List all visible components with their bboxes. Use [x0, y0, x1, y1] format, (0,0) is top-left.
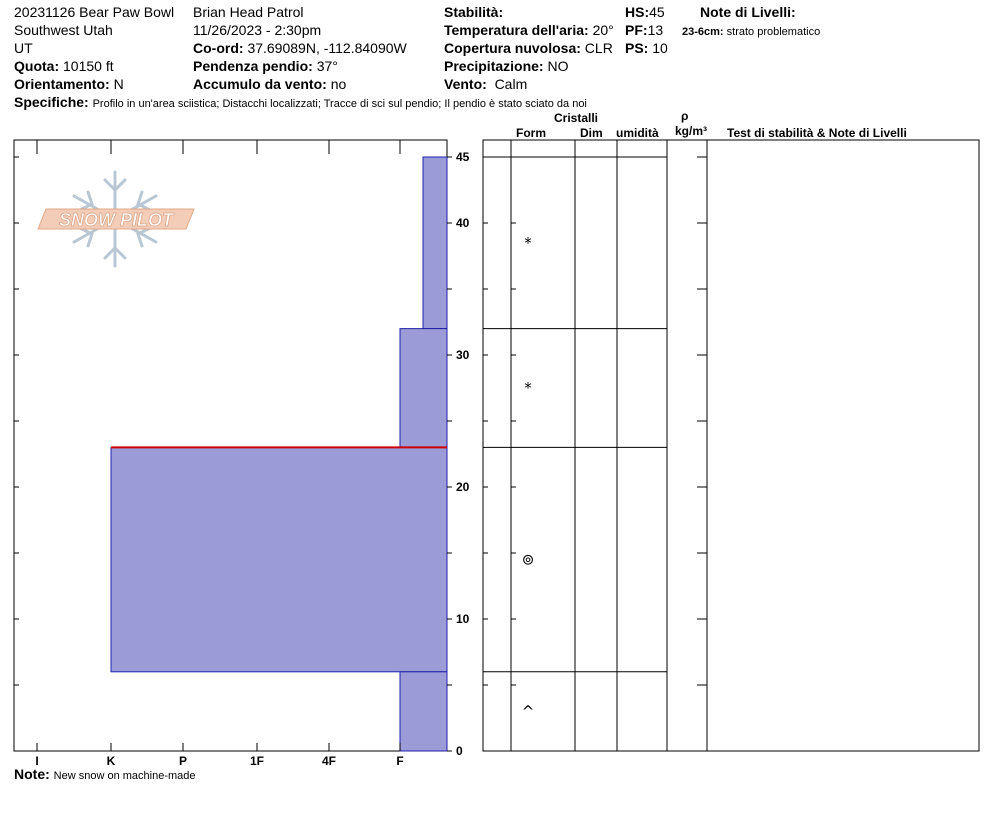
depth-tick-label: 10: [456, 612, 470, 626]
coord-label: Co-ord:: [193, 40, 244, 56]
state: UT: [14, 40, 33, 56]
air-temperature: Temperatura dell'aria: 20°: [444, 22, 614, 38]
specifics: Specifiche: Profilo in un'area sciistica…: [14, 94, 587, 112]
precip-label: Precipitazione:: [444, 58, 544, 74]
moisture-header: umidità: [616, 126, 659, 140]
layer-note: 23-6cm: strato problematico: [682, 24, 820, 40]
depth-tick-label: 30: [456, 348, 470, 362]
note-value: New snow on machine-made: [53, 770, 196, 782]
elevation-label: Quota:: [14, 58, 60, 74]
coordinates: Co-ord: 37.69089N, -112.84090W: [193, 40, 407, 56]
layer-note-text: strato problematico: [726, 26, 821, 38]
air-temp-label: Temperatura dell'aria:: [444, 22, 589, 38]
hs-label: HS:: [625, 4, 650, 20]
layer-note-depth: 23-6cm:: [682, 26, 724, 38]
snowpilot-logo: SNOW PILOT: [37, 170, 195, 268]
wind-loading-label: Accumulo da vento:: [193, 76, 327, 92]
grain-form-symbol: ^: [522, 702, 535, 720]
size-header: Dim: [580, 126, 603, 140]
slope-value: 37°: [316, 58, 338, 74]
depth-tick-label: 20: [456, 480, 470, 494]
layer-notes-label: Note di Livelli:: [700, 4, 796, 20]
precipitation: Precipitazione: NO: [444, 58, 568, 74]
hardness-tick-label: 1F: [250, 754, 264, 768]
hardness-tick-label: 4F: [322, 754, 336, 768]
pf: PF:13: [625, 22, 663, 38]
air-temp-value: 20°: [592, 22, 614, 38]
form-header: Form: [516, 126, 546, 140]
hardness-tick-label: P: [179, 754, 187, 768]
hs: HS:45: [625, 4, 665, 20]
wind: Vento: Calm: [444, 76, 527, 92]
profile-title: 20231126 Bear Paw Bowl: [14, 4, 175, 20]
hardness-tick-label: F: [396, 754, 403, 768]
stability-tests-header: Test di stabilità & Note di Livelli: [727, 126, 907, 140]
datetime: 11/26/2023 - 2:30pm: [193, 22, 322, 38]
density-unit-header: kg/m³: [675, 124, 708, 138]
hardness-bar: [399, 671, 448, 752]
precip-value: NO: [547, 58, 569, 74]
stability-label: Stabilità:: [444, 4, 504, 20]
wind-value: Calm: [494, 76, 528, 92]
grain-form-symbol: *: [524, 379, 532, 397]
elevation: Quota: 10150 ft: [14, 58, 114, 74]
ps-value: 10: [652, 40, 668, 56]
sky-label: Copertura nuvolosa:: [444, 40, 581, 56]
sky-cover: Copertura nuvolosa: CLR: [444, 40, 613, 56]
sky-value: CLR: [584, 40, 613, 56]
grain-form-symbol: *: [524, 234, 532, 252]
observer: Brian Head Patrol: [193, 4, 304, 20]
footer-note: Note: New snow on machine-made: [14, 766, 196, 784]
crystals-header: Cristalli: [554, 111, 599, 125]
region: Southwest Utah: [14, 22, 113, 38]
specifics-value: Profilo in un'area sciistica; Distacchi …: [92, 98, 587, 110]
ps-label: PS:: [625, 40, 649, 56]
slope: Pendenza pendio: 37°: [193, 58, 338, 74]
pf-label: PF:: [625, 22, 648, 38]
hardness-bar: [422, 156, 448, 330]
aspect: Orientamento: N: [14, 76, 124, 92]
hardness-bar: [399, 328, 448, 448]
hardness-tick-label: I: [35, 754, 38, 768]
aspect-label: Orientamento:: [14, 76, 110, 92]
slope-label: Pendenza pendio:: [193, 58, 313, 74]
wind-label: Vento:: [444, 76, 487, 92]
wind-loading-value: no: [330, 76, 347, 92]
depth-tick-label: 0: [456, 744, 463, 758]
hardness-tick-label: K: [107, 754, 116, 768]
grain-form-symbol: ⊚: [522, 551, 535, 569]
wind-loading: Accumulo da vento: no: [193, 76, 346, 92]
depth-tick-label: 45: [456, 150, 470, 164]
note-label: Note:: [14, 766, 50, 782]
rho-header: ρ: [681, 109, 689, 123]
layer-table-frame: [482, 139, 980, 752]
hs-value: 45: [649, 4, 665, 20]
pf-value: 13: [647, 22, 664, 38]
elevation-value: 10150 ft: [63, 58, 114, 74]
specifics-label: Specifiche:: [14, 94, 89, 110]
depth-tick-label: 40: [456, 216, 470, 230]
ps: PS: 10: [625, 40, 668, 56]
logo-text: SNOW PILOT: [59, 210, 175, 230]
hardness-bar: [110, 446, 448, 673]
coord-value: 37.69089N, -112.84090W: [247, 40, 407, 56]
aspect-value: N: [113, 76, 124, 92]
